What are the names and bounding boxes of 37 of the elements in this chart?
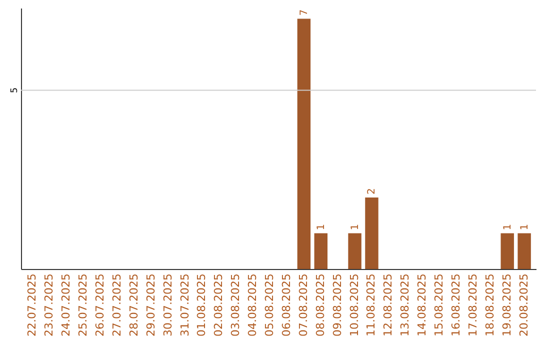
- x-tick-label: 27.07.2025: [110, 274, 124, 336]
- data-label: 1: [350, 224, 361, 230]
- x-tick-label: 02.08.2025: [212, 274, 226, 336]
- x-tick-label: 01.08.2025: [195, 274, 208, 336]
- x-tick-label: 09.08.2025: [330, 274, 344, 336]
- x-tick-label: 16.08.2025: [449, 274, 462, 336]
- x-tick-label: 30.07.2025: [161, 274, 174, 336]
- x-tick-label: 22.07.2025: [26, 274, 39, 336]
- x-tick-label: 20.08.2025: [517, 274, 530, 336]
- x-tick-label: 07.08.2025: [296, 274, 310, 336]
- x-tick-label: 04.08.2025: [246, 274, 260, 336]
- x-tick-label: 03.08.2025: [229, 274, 242, 336]
- data-label: 1: [316, 224, 327, 230]
- x-tick-label: 06.08.2025: [280, 274, 293, 336]
- x-tick-label: 12.08.2025: [382, 274, 395, 336]
- data-label: 7: [298, 9, 310, 16]
- x-tick-label: 31.07.2025: [178, 274, 192, 336]
- x-tick-label: 14.08.2025: [416, 274, 429, 336]
- data-label: 2: [366, 188, 378, 194]
- x-tick-label: 15.08.2025: [432, 274, 446, 336]
- x-tick-label: 11.08.2025: [364, 274, 378, 336]
- x-tick-label: 18.08.2025: [483, 274, 496, 336]
- data-label: 1: [502, 224, 514, 230]
- x-tick-label: 24.07.2025: [60, 274, 73, 336]
- x-tick-label: 13.08.2025: [398, 274, 412, 336]
- x-tick-label: 29.07.2025: [144, 274, 158, 336]
- x-tick-label: 10.08.2025: [348, 274, 361, 336]
- x-tick-label: 19.08.2025: [500, 274, 514, 336]
- x-tick-label: 08.08.2025: [314, 274, 327, 336]
- x-tick-label: 05.08.2025: [263, 274, 276, 336]
- data-label: 1: [519, 224, 530, 230]
- ref-line-label: 5: [10, 87, 20, 94]
- x-tick-label: 28.07.2025: [127, 274, 140, 336]
- x-tick-label: 26.07.2025: [94, 274, 107, 336]
- x-tick-label: 23.07.2025: [42, 274, 56, 336]
- x-tick-label: 25.07.2025: [76, 274, 90, 336]
- x-tick-label: 17.08.2025: [466, 274, 480, 336]
